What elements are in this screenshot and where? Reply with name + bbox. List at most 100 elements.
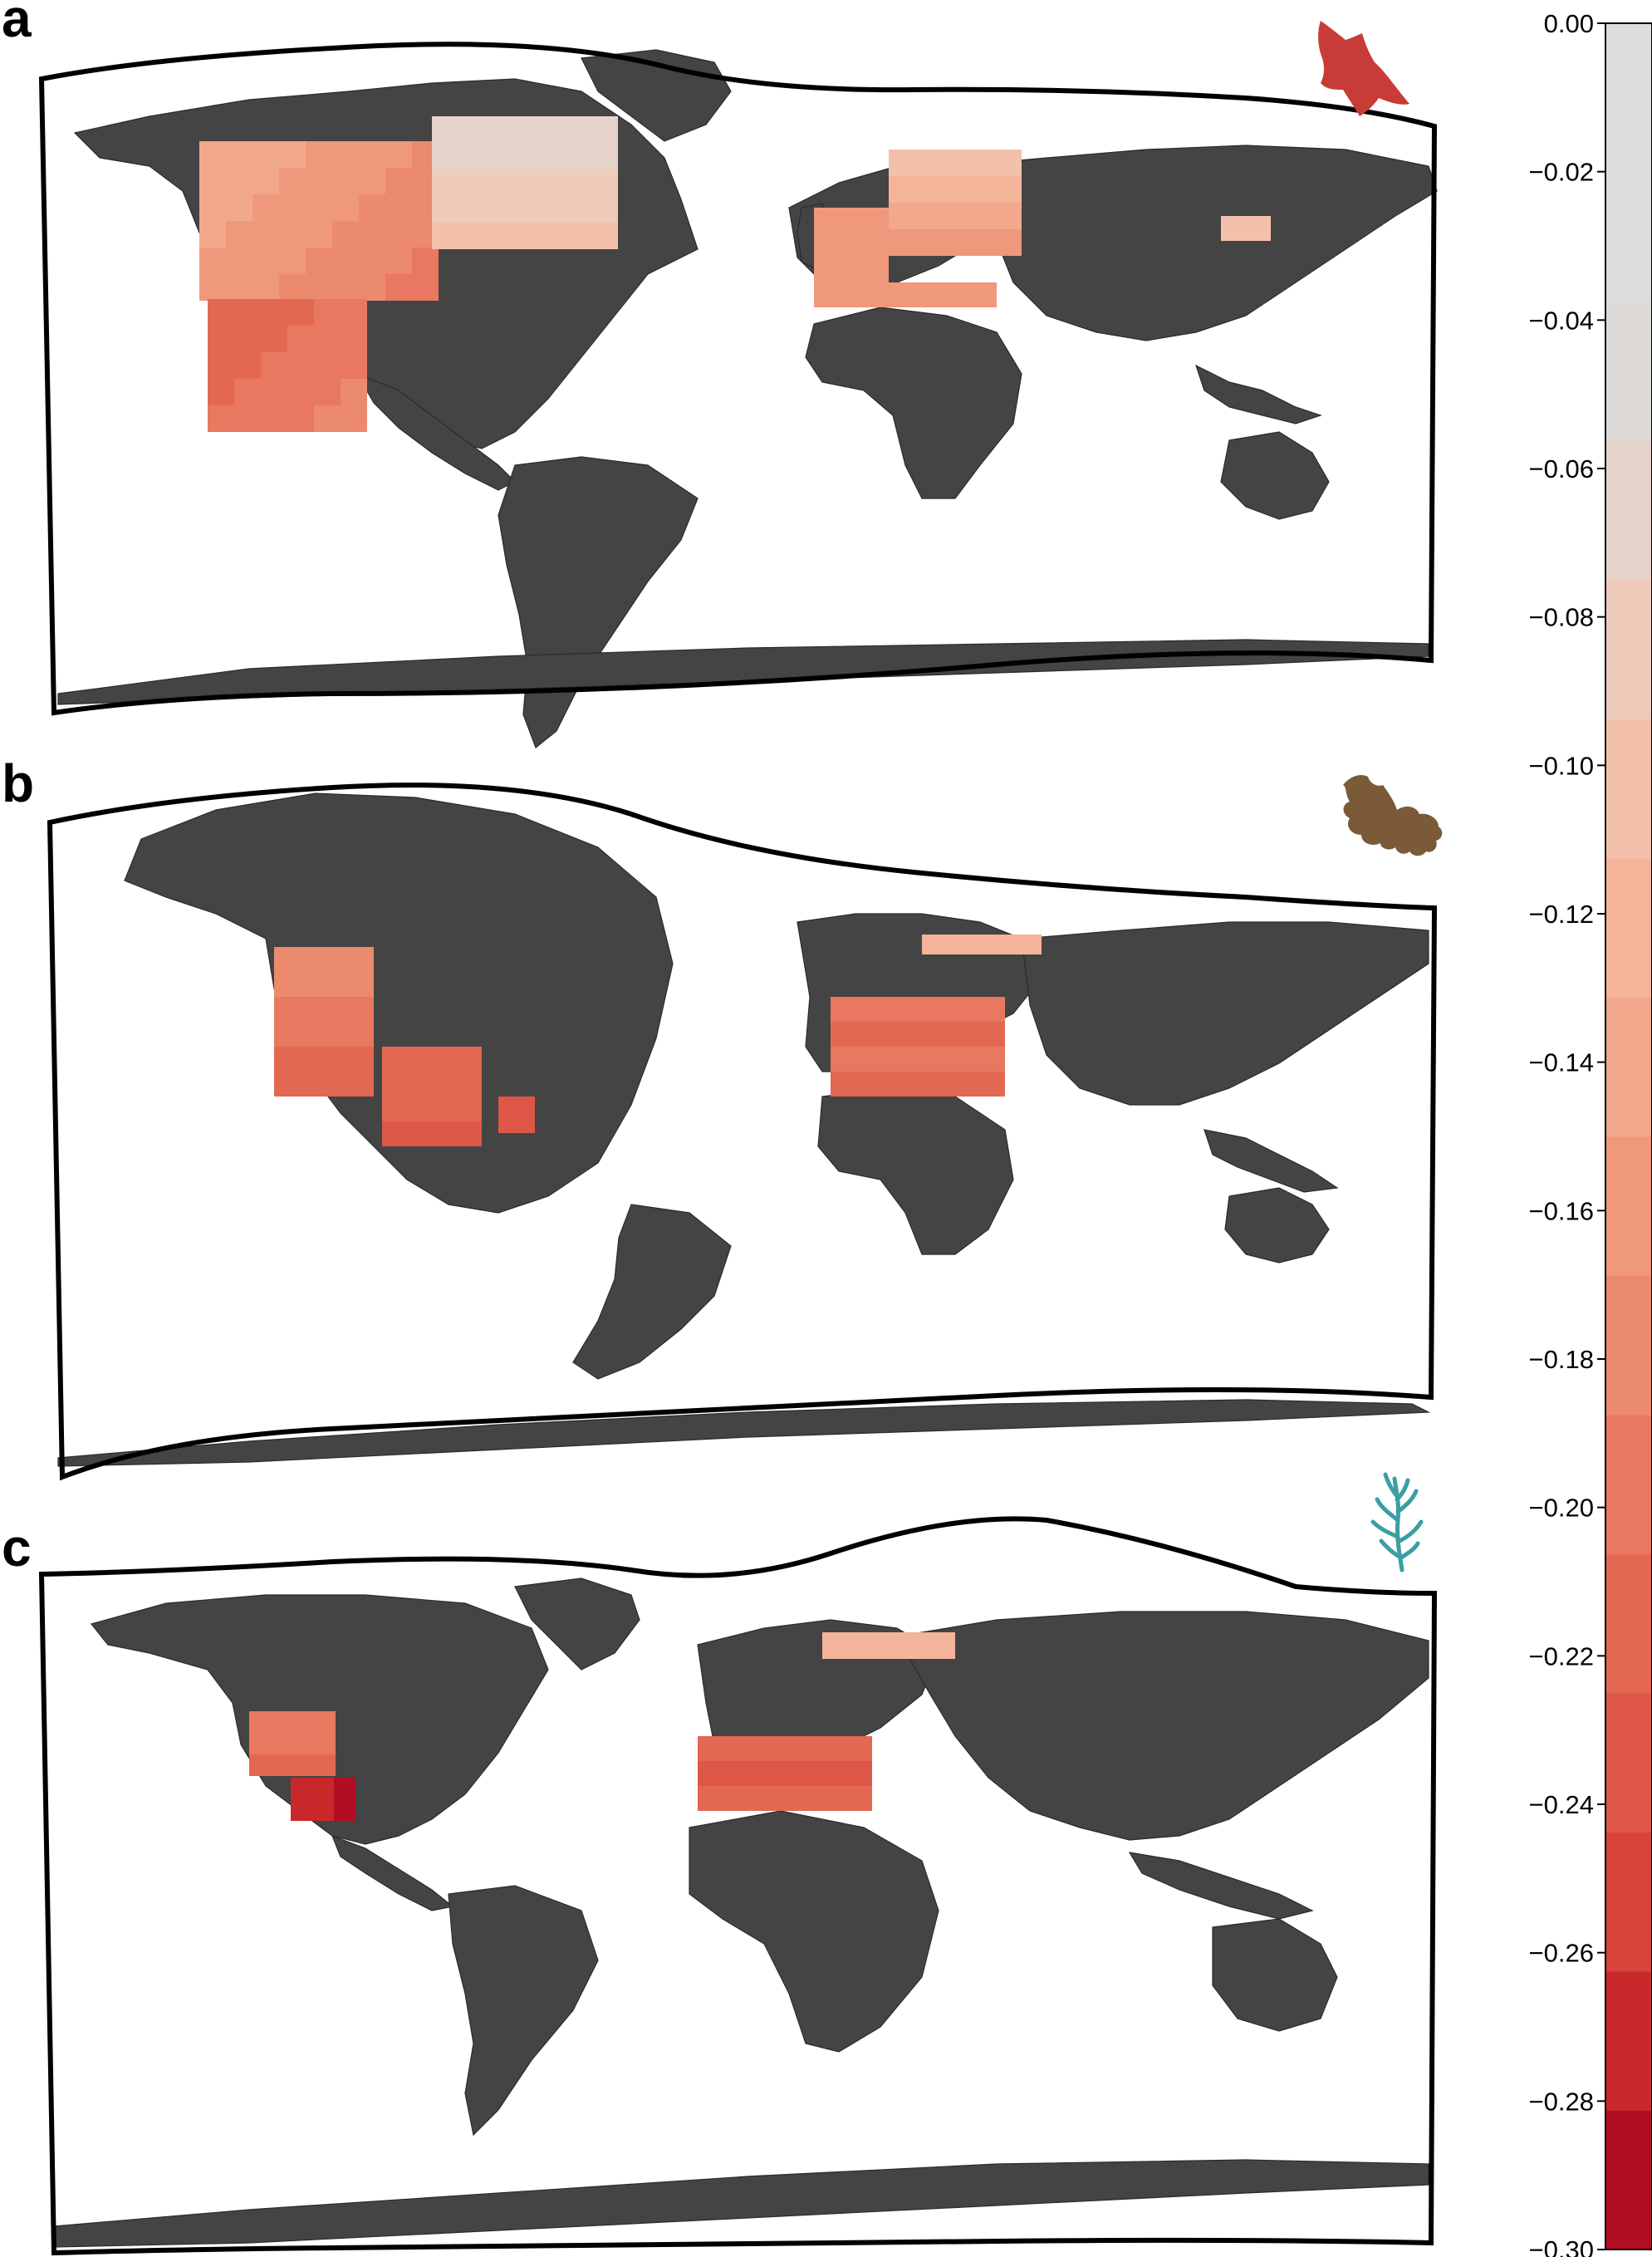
grid-cell xyxy=(839,258,864,282)
grid-cell xyxy=(814,258,839,282)
grid-cell xyxy=(698,1761,723,1786)
grid-cell xyxy=(349,972,374,997)
grid-cell xyxy=(359,248,385,274)
grid-cell xyxy=(382,1121,407,1146)
grid-cell xyxy=(234,352,261,379)
grid-cell xyxy=(314,326,341,352)
grid-cell xyxy=(306,248,332,274)
colorbar-band xyxy=(1605,440,1652,581)
grid-cell xyxy=(226,274,252,301)
grid-cell xyxy=(565,169,591,196)
grid-cell xyxy=(314,1733,336,1754)
grid-cell xyxy=(872,282,897,307)
grid-cell xyxy=(199,194,226,221)
bat-icon xyxy=(1318,21,1409,116)
colorbar-band xyxy=(1605,23,1652,163)
grid-cell xyxy=(332,221,359,248)
grid-cell xyxy=(279,168,306,194)
grid-cell xyxy=(772,1786,797,1811)
grid-cell xyxy=(723,1786,748,1811)
colorbar-band xyxy=(1605,2110,1652,2250)
grid-cell xyxy=(797,1786,822,1811)
grid-cell xyxy=(955,1022,980,1047)
grid-cell xyxy=(930,1072,955,1097)
grid-cell xyxy=(252,221,279,248)
grid-cell xyxy=(349,1072,374,1097)
grid-cell xyxy=(324,947,349,972)
map-frame-b xyxy=(47,783,1438,1481)
grid-cell xyxy=(249,1733,271,1754)
grid-cell xyxy=(814,233,839,258)
colorbar-tick-label: −0.10 xyxy=(1529,751,1594,780)
grid-cell xyxy=(312,1778,334,1799)
grid-cell xyxy=(208,299,234,326)
grid-cell xyxy=(955,1047,980,1072)
grid-cell xyxy=(485,143,512,169)
grid-cell xyxy=(252,194,279,221)
grid-cell xyxy=(905,1047,930,1072)
grid-cell xyxy=(299,997,324,1022)
grid-cell xyxy=(279,194,306,221)
colorbar-band xyxy=(1605,580,1652,719)
grid-cell xyxy=(995,150,1022,176)
grid-cell xyxy=(271,1733,292,1754)
grid-cell xyxy=(902,1632,929,1659)
grid-cell xyxy=(880,1072,905,1097)
map-frame-a xyxy=(38,42,1438,716)
grid-cell xyxy=(234,299,261,326)
grid-cell xyxy=(875,1632,902,1659)
grid-cell xyxy=(962,935,982,954)
grid-cell xyxy=(306,141,332,168)
grid-cell xyxy=(382,1047,407,1072)
grid-cell xyxy=(226,194,252,221)
grid-cell xyxy=(942,150,968,176)
grid-cell xyxy=(261,405,287,432)
grid-cell xyxy=(980,1047,1005,1072)
grid-cell xyxy=(748,1761,772,1786)
grid-cell xyxy=(947,282,972,307)
grid-cell xyxy=(234,405,261,432)
grid-cell xyxy=(538,223,565,249)
grid-cell xyxy=(972,282,997,307)
grid-cell xyxy=(512,143,538,169)
grid-cell xyxy=(1221,216,1246,241)
grid-cell xyxy=(922,282,947,307)
grid-cell xyxy=(968,150,995,176)
grid-cell xyxy=(407,1097,432,1121)
map-panel-a: a xyxy=(2,0,1438,748)
grid-cell xyxy=(274,972,299,997)
grid-cell xyxy=(314,379,341,405)
colorbar-tick-label: −0.30 xyxy=(1529,2235,1594,2257)
grid-cell xyxy=(312,1799,334,1821)
colorbar-tick-label: −0.06 xyxy=(1529,454,1594,483)
colorbar-band xyxy=(1605,858,1652,998)
grid-cell xyxy=(591,116,618,143)
grid-cell xyxy=(831,1047,855,1072)
colorbar-band xyxy=(1605,719,1652,859)
grid-cell xyxy=(292,1711,314,1733)
grid-cell xyxy=(565,143,591,169)
grid-cell xyxy=(797,1761,822,1786)
grid-cell xyxy=(485,223,512,249)
colorbar-tick-label: −0.16 xyxy=(1529,1196,1594,1225)
grid-cell xyxy=(432,1047,457,1072)
land-masses xyxy=(53,1577,1429,2248)
grid-cell xyxy=(332,274,359,301)
colorbar-band xyxy=(1605,1415,1652,1554)
grid-cell xyxy=(855,1072,880,1097)
grid-cell xyxy=(512,196,538,223)
grid-cell xyxy=(291,1778,312,1799)
grid-cell xyxy=(485,116,512,143)
grid-cell xyxy=(299,972,324,997)
grid-cell xyxy=(822,1632,849,1659)
grid-cell xyxy=(432,223,458,249)
grid-cell xyxy=(226,221,252,248)
grid-cell xyxy=(591,169,618,196)
grid-cell xyxy=(306,274,332,301)
grid-cell xyxy=(359,221,385,248)
colorbar: 0.00 −0.02 −0.04 −0.06 −0.08 −0.10 −0.12 −0.14 −… xyxy=(1529,9,1652,2257)
map-frame-c xyxy=(38,1516,1438,2256)
grid-cell xyxy=(831,1072,855,1097)
grid-cell xyxy=(287,326,314,352)
